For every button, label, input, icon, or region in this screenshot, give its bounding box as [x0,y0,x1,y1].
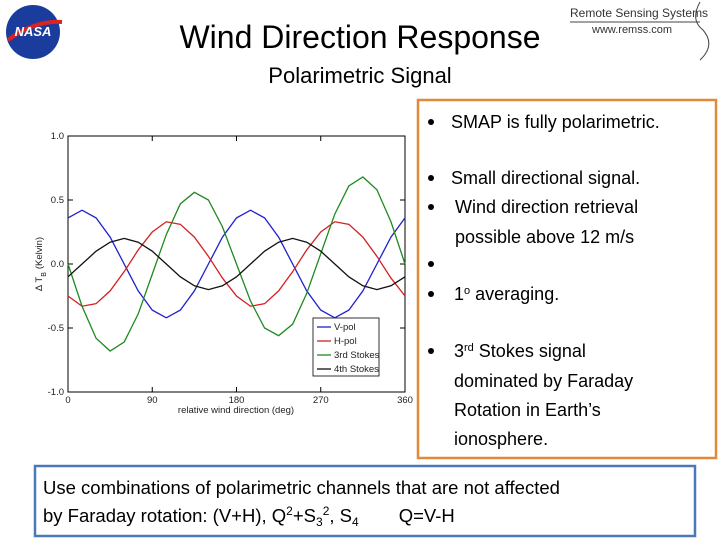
series-line [67,209,406,319]
bullet [428,204,434,210]
subtitle: Polarimetric Signal [268,63,451,88]
text-part: by Faraday rotation: (V+H), Q [43,505,286,526]
bullet-text: Rotation in Earth’s [454,400,601,420]
rss-logo: Remote Sensing Systems www.remss.com [570,1,710,61]
bullet [428,348,434,354]
footer-box [33,464,697,538]
bullet-text: Wind direction retrieval [455,197,638,217]
text-part: 2 [286,504,293,518]
bullet [428,175,434,181]
y-tick-label: 0.5 [51,195,64,206]
text-part: Q=V-H [399,505,455,526]
footer-text: Use combinations of polarimetric channel… [43,477,560,498]
chart: relative wind direction (deg) Δ TB (Kelvi… [34,131,413,416]
series-line [67,176,406,352]
bullet-text: possible above 12 m/s [455,227,634,247]
x-tick-label: 270 [313,395,329,406]
bullet-text: ionosphere. [454,429,548,449]
nasa-logo: NASA [6,5,63,59]
legend-label: 3rd Stokes [334,350,380,361]
legend-label: 4th Stokes [334,364,379,375]
title: Wind Direction Response [179,19,540,55]
y-label-part: (Kelvin) [34,237,45,269]
y-tick-label: 1.0 [51,131,64,142]
x-tick-label: 90 [147,395,158,406]
bullet-box [416,98,718,460]
text-part: 3 [316,515,323,529]
y-label-part: B [41,272,48,277]
series-line [67,221,406,307]
y-tick-label: -1.0 [48,387,64,398]
logo-text: NASA [15,24,52,39]
bullet [428,291,434,297]
x-tick-label: 360 [397,395,413,406]
bullet [428,119,434,125]
bullet-text: 3rd Stokes signal [454,341,586,361]
legend-label: H-pol [334,336,357,347]
footer-text: by Faraday rotation: (V+H), Q2+S32, S4 Q=… [43,504,455,529]
bullet-text: SMAP is fully polarimetric. [451,112,660,132]
logo-text: www.remss.com [591,24,672,36]
text-part: 3 [454,341,464,361]
text-part: 1 [454,284,464,304]
bullet [428,261,434,267]
bullet-text: Small directional signal. [451,168,640,188]
x-axis-label: relative wind direction (deg) [178,405,294,416]
text-part: +S [293,505,316,526]
legend-box [312,317,380,377]
logo-text: Remote Sensing Systems [570,6,708,20]
text-part: rd [464,342,474,354]
text-part: 4 [352,515,359,529]
legend-label: V-pol [334,322,356,333]
bullet-text: 1o averaging. [454,284,559,304]
text-part: , S [329,505,352,526]
y-label-part: Δ T [34,277,45,291]
series-line [67,237,406,291]
x-tick-label: 180 [229,395,245,406]
bullet-text: dominated by Faraday [454,371,633,391]
text-part: 2 [323,504,330,518]
text-part: Stokes signal [474,341,586,361]
y-axis-label: Δ TB (Kelvin) [34,237,48,291]
y-tick-label: 0.0 [51,259,64,270]
y-tick-label: -0.5 [48,323,64,334]
text-part: o [464,285,470,297]
bullets: SMAP is fully polarimetric. Small direct… [428,112,660,449]
text-part: averaging. [470,284,559,304]
x-tick-label: 0 [65,395,70,406]
